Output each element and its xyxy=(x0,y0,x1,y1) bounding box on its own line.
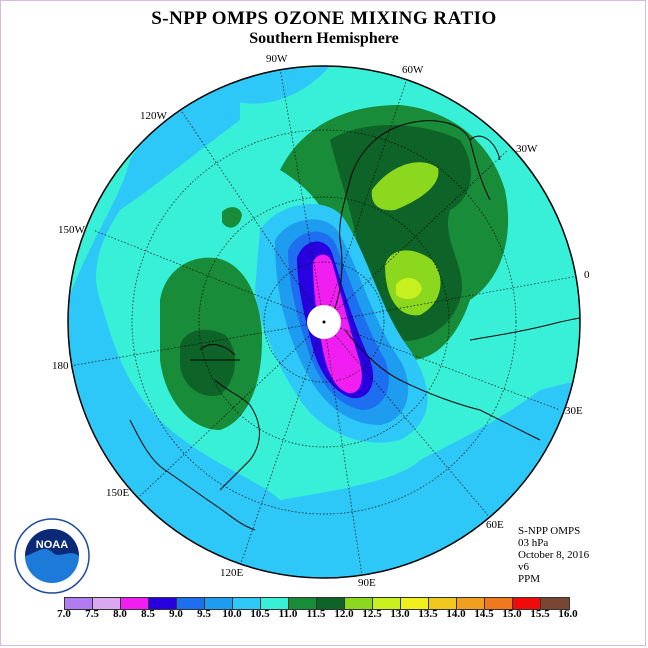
noaa-logo: NOAA xyxy=(14,518,90,594)
colorbar-swatch xyxy=(317,598,345,609)
colorbar-tick-label: 13.0 xyxy=(390,608,410,620)
colorbar-swatch xyxy=(233,598,261,609)
south-pole-marker xyxy=(322,320,326,324)
colorbar-swatch xyxy=(401,598,429,609)
map-title: S-NPP OMPS OZONE MIXING RATIO xyxy=(151,8,497,29)
colorbar-tick-label: 14.0 xyxy=(446,608,466,620)
info-date: October 8, 2016 xyxy=(518,549,590,561)
info-instrument: S-NPP OMPS xyxy=(518,525,581,537)
ozone-contour-13-east xyxy=(396,277,422,300)
info-pressure-level: 03 hPa xyxy=(518,537,549,549)
ozone-contour-11-5-small xyxy=(222,207,242,228)
colorbar-tick-label: 14.5 xyxy=(474,608,494,620)
colorbar-swatch xyxy=(513,598,541,609)
colorbar-tick-label: 8.5 xyxy=(141,608,155,620)
noaa-logo-text: NOAA xyxy=(36,539,68,551)
colorbar-tick-label: 12.0 xyxy=(334,608,354,620)
colorbar-tick-label: 11.0 xyxy=(278,608,298,620)
lon-label-60w: 60W xyxy=(402,64,424,76)
colorbar-swatch xyxy=(93,598,121,609)
lon-label-60e: 60E xyxy=(486,519,504,531)
colorbar-swatch xyxy=(541,598,569,609)
colorbar-tick-label: 12.5 xyxy=(362,608,382,620)
colorbar-swatch xyxy=(261,598,289,609)
colorbar-swatch xyxy=(289,598,317,609)
map-subtitle: Southern Hemisphere xyxy=(249,30,399,47)
colorbar-tick-label: 7.0 xyxy=(57,608,71,620)
colorbar-swatch xyxy=(485,598,513,609)
colorbar-swatch xyxy=(345,598,373,609)
lon-label-0: 0 xyxy=(584,269,590,281)
colorbar xyxy=(64,597,570,610)
colorbar-swatch xyxy=(429,598,457,609)
lon-label-120w: 120W xyxy=(140,110,168,122)
colorbar-swatch xyxy=(149,598,177,609)
colorbar-tick-label: 11.5 xyxy=(306,608,326,620)
colorbar-tick-label: 10.5 xyxy=(250,608,270,620)
lon-label-30e: 30E xyxy=(565,405,583,417)
info-version: v6 xyxy=(518,561,529,573)
colorbar-tick-label: 9.5 xyxy=(197,608,211,620)
lon-label-180: 180 xyxy=(52,360,69,372)
colorbar-tick-label: 10.0 xyxy=(222,608,242,620)
product-info: S-NPP OMPS 03 hPa October 8, 2016 v6 PPM xyxy=(518,525,589,585)
colorbar-swatch xyxy=(177,598,205,609)
colorbar-tick-label: 15.0 xyxy=(502,608,522,620)
colorbar-swatch xyxy=(205,598,233,609)
lon-label-90e: 90E xyxy=(358,577,376,589)
lon-label-30w: 30W xyxy=(516,143,538,155)
ozone-contour-10-5-outer xyxy=(68,80,580,578)
lon-label-150w: 150W xyxy=(58,224,86,236)
colorbar-tick-label: 7.5 xyxy=(85,608,99,620)
colorbar-swatch xyxy=(121,598,149,609)
lon-label-90w: 90W xyxy=(266,53,288,65)
map-boundary xyxy=(67,65,581,579)
lon-label-150e: 150E xyxy=(106,487,130,499)
colorbar-tick-label: 15.5 xyxy=(530,608,550,620)
colorbar-tick-label: 16.0 xyxy=(558,608,578,620)
colorbar-tick-label: 9.0 xyxy=(169,608,183,620)
colorbar-tick-label: 13.5 xyxy=(418,608,438,620)
ozone-contour-12-5-north xyxy=(371,162,439,211)
lon-label-120e: 120E xyxy=(220,567,244,579)
colorbar-tick-label: 8.0 xyxy=(113,608,127,620)
colorbar-swatch xyxy=(457,598,485,609)
info-units: PPM xyxy=(518,573,541,585)
colorbar-swatch xyxy=(65,598,93,609)
colorbar-swatch xyxy=(373,598,401,609)
